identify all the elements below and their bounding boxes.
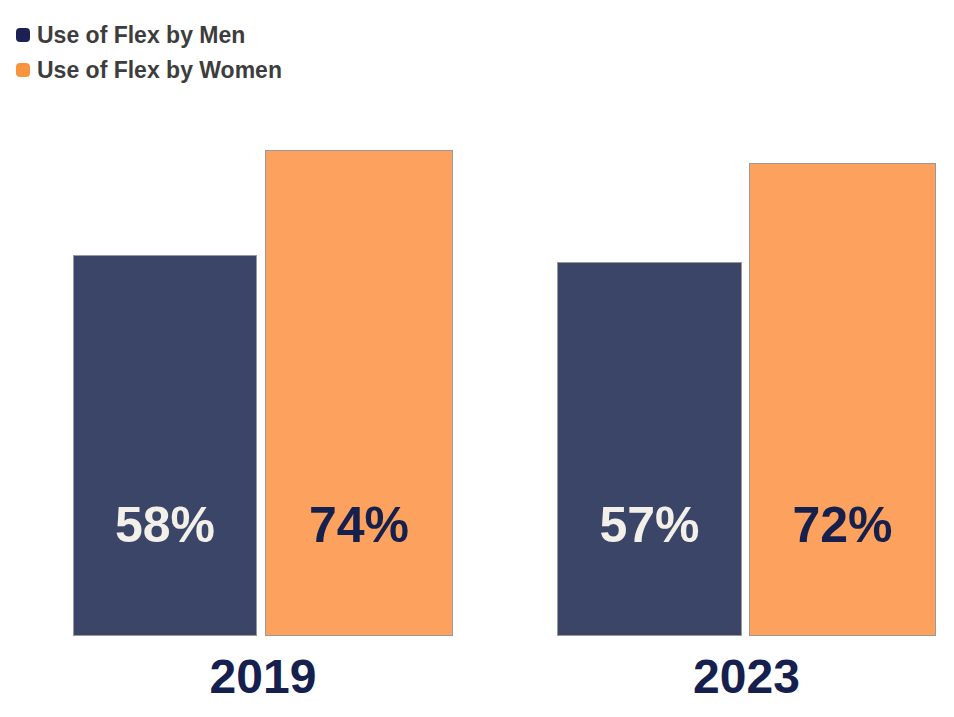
bar-men-2023: 57%	[557, 262, 742, 636]
men-legend-swatch-icon	[16, 28, 30, 42]
bar-value-label-women-2019: 74%	[266, 500, 452, 550]
category-label-2019: 2019	[73, 652, 453, 702]
bar-value-label-men-2019: 58%	[74, 500, 256, 550]
legend: Use of Flex by Men Use of Flex by Women	[16, 21, 282, 84]
legend-label-men: Use of Flex by Men	[37, 22, 245, 49]
bar-women-2019: 74%	[265, 150, 453, 636]
women-legend-swatch-icon	[16, 63, 30, 77]
grouped-bar-chart: Use of Flex by Men Use of Flex by Women …	[0, 0, 954, 717]
bar-value-label-women-2023: 72%	[750, 500, 935, 550]
legend-item-women: Use of Flex by Women	[16, 56, 282, 84]
bar-men-2019: 58%	[73, 255, 257, 636]
category-label-2023: 2023	[557, 652, 936, 702]
legend-item-men: Use of Flex by Men	[16, 21, 282, 49]
bar-value-label-men-2023: 57%	[558, 500, 741, 550]
bar-women-2023: 72%	[749, 163, 936, 636]
legend-label-women: Use of Flex by Women	[37, 57, 282, 84]
